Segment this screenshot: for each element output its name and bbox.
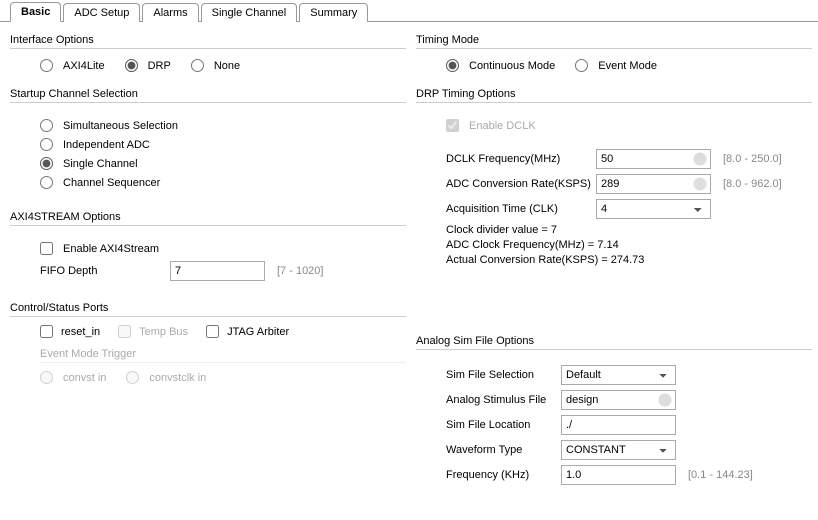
right-column: Timing Mode Continuous Mode Event Mode D… [416, 30, 812, 510]
check-jtag-arbiter[interactable]: JTAG Arbiter [206, 325, 289, 338]
sim-loc-input[interactable] [561, 415, 676, 435]
radio-single-channel-input[interactable] [40, 157, 53, 170]
sim-sel-label: Sim File Selection [446, 369, 561, 381]
radio-event-label: Event Mode [598, 60, 657, 72]
dclk-freq-label: DCLK Frequency(MHz) [446, 153, 596, 165]
dclk-freq-range: [8.0 - 250.0] [723, 153, 782, 165]
check-reset-in[interactable]: reset_in [40, 325, 100, 338]
radio-continuous-input[interactable] [446, 59, 459, 72]
adc-rate-label: ADC Conversion Rate(KSPS) [446, 178, 596, 190]
freq-range: [0.1 - 144.23] [688, 469, 753, 481]
tab-adc-setup[interactable]: ADC Setup [63, 3, 140, 22]
wave-type-select[interactable]: CONSTANT [561, 440, 676, 460]
actual-conv-rate-text: Actual Conversion Rate(KSPS) = 274.73 [446, 254, 812, 266]
radio-convst-in: convst in [40, 371, 106, 384]
check-enable-dclk: Enable DCLK [446, 119, 812, 132]
fifo-depth-input[interactable] [170, 261, 265, 281]
tab-single-channel[interactable]: Single Channel [201, 3, 298, 22]
radio-sequencer[interactable]: Channel Sequencer [40, 176, 406, 189]
adc-rate-range: [8.0 - 962.0] [723, 178, 782, 190]
radio-sequencer-input[interactable] [40, 176, 53, 189]
radio-convst-in-input [40, 371, 53, 384]
radio-convstclk-in: convstclk in [126, 371, 206, 384]
radio-none-input[interactable] [191, 59, 204, 72]
check-temp-bus: Temp Bus [118, 325, 188, 338]
sim-sel-select[interactable]: Default [561, 365, 676, 385]
tab-summary[interactable]: Summary [299, 3, 368, 22]
tab-bar: Basic ADC Setup Alarms Single Channel Su… [0, 0, 818, 22]
fifo-depth-label: FIFO Depth [40, 265, 170, 277]
timing-mode-title: Timing Mode [416, 34, 812, 49]
radio-event-input[interactable] [575, 59, 588, 72]
left-column: Interface Options AXI4Lite DRP None Star… [10, 30, 406, 510]
freq-label: Frequency (KHz) [446, 469, 561, 481]
radio-drp-label: DRP [148, 60, 171, 72]
acq-time-select[interactable]: 4 [596, 199, 711, 219]
radio-simultaneous[interactable]: Simultaneous Selection [40, 119, 406, 132]
radio-none-label: None [214, 60, 240, 72]
interface-options-title: Interface Options [10, 34, 406, 49]
radio-independent-input[interactable] [40, 138, 53, 151]
sim-loc-label: Sim File Location [446, 419, 561, 431]
radio-axi4lite-input[interactable] [40, 59, 53, 72]
check-enable-axi4stream[interactable]: Enable AXI4Stream [40, 242, 406, 255]
check-temp-bus-input [118, 325, 131, 338]
check-enable-axi4stream-input[interactable] [40, 242, 53, 255]
radio-convstclk-in-input [126, 371, 139, 384]
radio-convst-in-label: convst in [63, 372, 106, 384]
control-ports-title: Control/Status Ports [10, 302, 406, 317]
radio-drp[interactable]: DRP [125, 59, 171, 72]
radio-single-channel[interactable]: Single Channel [40, 157, 406, 170]
tab-alarms[interactable]: Alarms [142, 3, 198, 22]
stim-file-label: Analog Stimulus File [446, 394, 561, 406]
check-enable-axi4stream-label: Enable AXI4Stream [63, 243, 159, 255]
content-pane: Interface Options AXI4Lite DRP None Star… [0, 22, 818, 518]
check-jtag-arbiter-label: JTAG Arbiter [227, 326, 289, 338]
check-reset-in-input[interactable] [40, 325, 53, 338]
axi4stream-title: AXI4STREAM Options [10, 211, 406, 226]
fifo-depth-range: [7 - 1020] [277, 265, 323, 277]
radio-simultaneous-input[interactable] [40, 119, 53, 132]
radio-convstclk-in-label: convstclk in [149, 372, 206, 384]
check-enable-dclk-input [446, 119, 459, 132]
freq-input[interactable] [561, 465, 676, 485]
radio-independent[interactable]: Independent ADC [40, 138, 406, 151]
radio-continuous[interactable]: Continuous Mode [446, 59, 555, 72]
radio-drp-input[interactable] [125, 59, 138, 72]
check-reset-in-label: reset_in [61, 326, 100, 338]
check-enable-dclk-label: Enable DCLK [469, 120, 536, 132]
radio-none[interactable]: None [191, 59, 240, 72]
drp-timing-title: DRP Timing Options [416, 88, 812, 103]
radio-axi4lite[interactable]: AXI4Lite [40, 59, 105, 72]
stim-file-input[interactable] [561, 390, 676, 410]
event-mode-trigger-title: Event Mode Trigger [40, 348, 406, 363]
radio-simultaneous-label: Simultaneous Selection [63, 120, 178, 132]
radio-sequencer-label: Channel Sequencer [63, 177, 160, 189]
startup-title: Startup Channel Selection [10, 88, 406, 103]
check-temp-bus-label: Temp Bus [139, 326, 188, 338]
analog-sim-title: Analog Sim File Options [416, 335, 812, 350]
radio-single-channel-label: Single Channel [63, 158, 138, 170]
check-jtag-arbiter-input[interactable] [206, 325, 219, 338]
radio-axi4lite-label: AXI4Lite [63, 60, 105, 72]
tab-basic[interactable]: Basic [10, 2, 61, 22]
radio-continuous-label: Continuous Mode [469, 60, 555, 72]
acq-time-label: Acquisition Time (CLK) [446, 203, 596, 215]
wave-type-label: Waveform Type [446, 444, 561, 456]
adc-rate-input[interactable] [596, 174, 711, 194]
radio-event[interactable]: Event Mode [575, 59, 657, 72]
adc-clock-freq-text: ADC Clock Frequency(MHz) = 7.14 [446, 239, 812, 251]
clock-divider-text: Clock divider value = 7 [446, 224, 812, 236]
dclk-freq-input[interactable] [596, 149, 711, 169]
radio-independent-label: Independent ADC [63, 139, 150, 151]
